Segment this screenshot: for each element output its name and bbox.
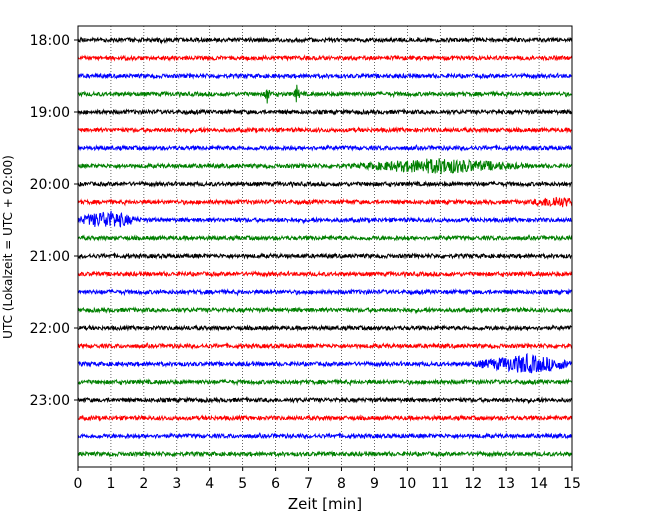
trace-line bbox=[77, 144, 573, 152]
trace-line bbox=[77, 234, 573, 242]
trace-line bbox=[77, 450, 573, 458]
x-tick-label: 11 bbox=[431, 476, 449, 492]
x-tick-label: 2 bbox=[139, 476, 148, 492]
trace-line bbox=[77, 126, 573, 135]
x-tick-label: 15 bbox=[563, 476, 581, 492]
trace-line bbox=[77, 54, 573, 62]
x-tick-label: 4 bbox=[205, 476, 214, 492]
trace-line bbox=[78, 342, 573, 350]
x-tick-label: 12 bbox=[464, 476, 482, 492]
trace-lines bbox=[77, 36, 573, 458]
x-axis-ticks: 0 1 2 3 4 5 6 7 8 9 10 11 12 13 14 15 bbox=[74, 467, 581, 492]
trace-line bbox=[77, 324, 573, 332]
x-tick-label: 10 bbox=[398, 476, 416, 492]
y-axis-label: UTC (Lokalzeit = UTC + 02:00) bbox=[1, 155, 15, 339]
y-tick-label: 23:00 bbox=[30, 393, 70, 409]
plot-frame bbox=[77, 25, 573, 468]
y-tick-label: 19:00 bbox=[30, 105, 70, 121]
x-tick-label: 14 bbox=[530, 476, 548, 492]
y-tick-label: 21:00 bbox=[30, 249, 70, 265]
trace-line bbox=[77, 396, 573, 405]
trace-line bbox=[77, 270, 573, 279]
x-tick-label: 7 bbox=[304, 476, 313, 492]
x-tick-label: 6 bbox=[271, 476, 280, 492]
trace-line bbox=[77, 36, 573, 45]
x-tick-label: 8 bbox=[337, 476, 346, 492]
y-tick-label: 22:00 bbox=[30, 321, 70, 337]
trace-line bbox=[77, 84, 573, 104]
x-axis-label: Zeit [min] bbox=[288, 495, 362, 513]
trace-line bbox=[77, 378, 573, 387]
trace-line bbox=[77, 252, 572, 260]
trace-line bbox=[77, 72, 573, 80]
trace-line bbox=[77, 414, 573, 422]
x-tick-label: 13 bbox=[497, 476, 515, 492]
trace-line bbox=[77, 158, 573, 175]
y-tick-label: 18:00 bbox=[30, 33, 70, 49]
y-tick-label: 20:00 bbox=[30, 177, 70, 193]
x-tick-label: 5 bbox=[238, 476, 247, 492]
trace-line bbox=[77, 432, 573, 440]
trace-line bbox=[77, 108, 573, 116]
trace-line bbox=[77, 196, 573, 208]
x-tick-label: 9 bbox=[370, 476, 379, 492]
x-tick-label: 3 bbox=[172, 476, 181, 492]
trace-line bbox=[77, 180, 573, 189]
y-axis-ticks: 18:00 19:00 20:00 21:00 22:00 23:00 bbox=[30, 33, 78, 409]
x-tick-label: 0 bbox=[74, 476, 83, 492]
trace-line bbox=[77, 306, 573, 315]
x-tick-label: 1 bbox=[106, 476, 115, 492]
trace-line bbox=[77, 352, 573, 374]
trace-line bbox=[77, 210, 573, 228]
trace-line bbox=[77, 288, 573, 297]
